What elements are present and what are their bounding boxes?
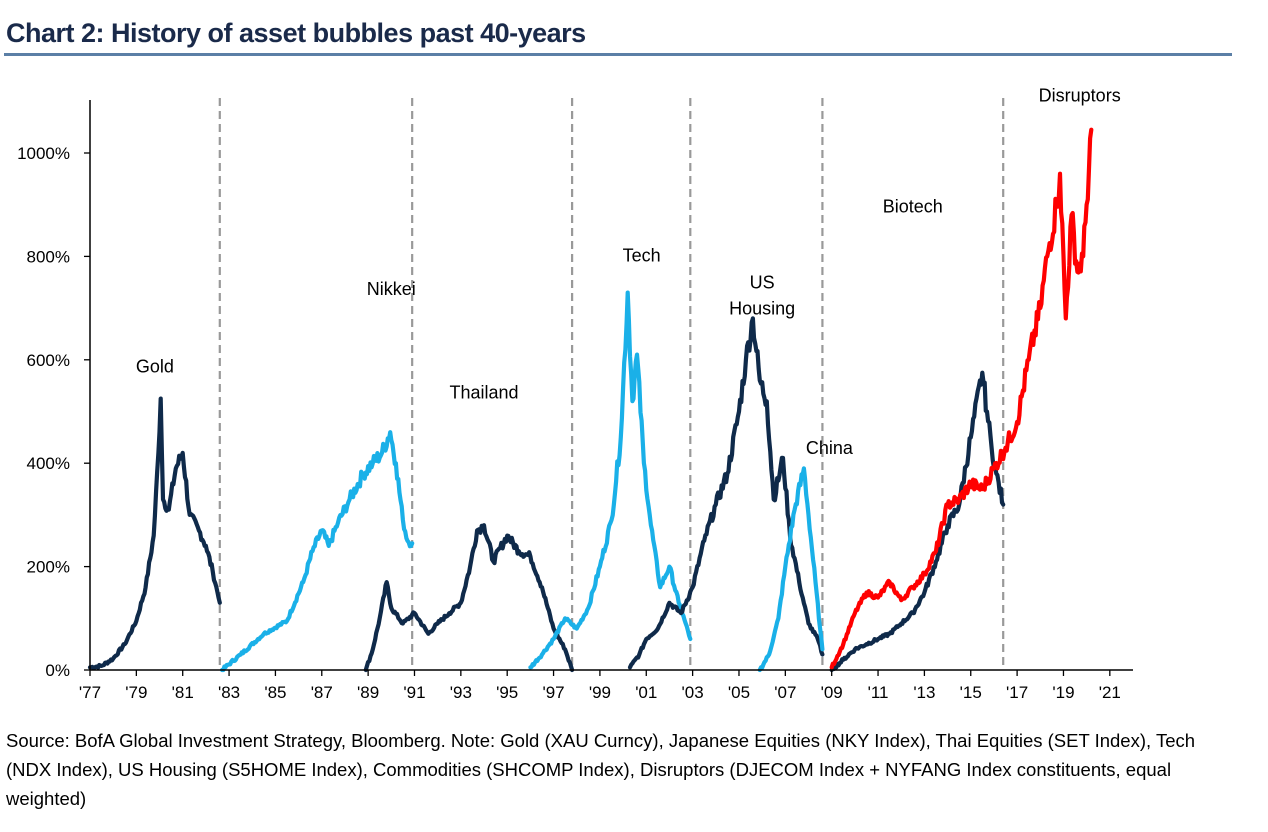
title-rule <box>4 53 1232 56</box>
x-ticks: '77 '79 '81 '83 '85 '87 '89 '91 '93 '95 '97 '99 '01 '… <box>79 670 1121 702</box>
series-label-tech: Tech <box>623 246 661 266</box>
series-line-us-housing <box>627 316 825 670</box>
x-tick-label: '85 <box>264 683 286 702</box>
series-line-tech <box>528 290 693 670</box>
series-label-nikkei: Nikkei <box>367 279 416 299</box>
series-line-gold <box>87 396 222 671</box>
x-tick-label: '19 <box>1052 683 1074 702</box>
x-tick-label: '93 <box>450 683 472 702</box>
x-tick-label: '17 <box>1006 683 1028 702</box>
x-tick-label: '99 <box>589 683 611 702</box>
y-tick-label: 400% <box>27 454 70 473</box>
x-tick-label: '07 <box>774 683 796 702</box>
y-tick-label: 800% <box>27 247 70 266</box>
x-tick-label: '89 <box>357 683 379 702</box>
x-tick-label: '03 <box>682 683 704 702</box>
y-tick-label: 600% <box>27 351 70 370</box>
x-tick-label: '95 <box>496 683 518 702</box>
x-tick-label: '21 <box>1099 683 1121 702</box>
x-tick-label: '15 <box>960 683 982 702</box>
x-tick-label: '01 <box>635 683 657 702</box>
series-label-biotech: Biotech <box>883 196 943 216</box>
chart-title: Chart 2: History of asset bubbles past 4… <box>6 18 586 48</box>
series-line-thailand <box>363 523 575 673</box>
y-tick-label: 0% <box>45 661 70 680</box>
x-tick-label: '13 <box>913 683 935 702</box>
x-tick-label: '77 <box>79 683 101 702</box>
series-lines <box>87 127 1094 673</box>
series-labels: Gold Nikkei Thailand Tech US Housing China Biot… <box>136 85 1121 458</box>
series-label-china: China <box>806 438 854 458</box>
y-tick-label: 200% <box>27 558 70 577</box>
series-label-gold: Gold <box>136 357 174 377</box>
x-tick-label: '83 <box>218 683 240 702</box>
x-tick-label: '09 <box>821 683 843 702</box>
chart: 0%200%400%600%800%1000% '77'79'81'83'85 '… <box>17 85 1133 702</box>
x-tick-label: '87 <box>311 683 333 702</box>
series-line-nikkei <box>220 430 415 673</box>
series-label-us-housing: US Housing <box>729 272 795 318</box>
series-line-disruptors <box>829 127 1094 670</box>
x-tick-label: '81 <box>172 683 194 702</box>
x-tick-label: '05 <box>728 683 750 702</box>
series-line-biotech <box>829 370 1006 673</box>
source-note: Source: BofA Global Investment Strategy,… <box>6 730 1196 809</box>
x-tick-label: '91 <box>403 683 425 702</box>
x-tick-label: '97 <box>542 683 564 702</box>
period-dividers <box>218 98 1005 670</box>
x-tick-label: '11 <box>868 683 889 702</box>
series-line-china <box>757 466 825 673</box>
series-label-thailand: Thailand <box>449 383 518 403</box>
y-tick-label: 1000% <box>17 144 70 163</box>
y-ticks: 0% 200% 400% 600% 800% 1000% <box>17 144 90 680</box>
x-tick-label: '79 <box>125 683 147 702</box>
series-label-disruptors: Disruptors <box>1039 85 1121 105</box>
